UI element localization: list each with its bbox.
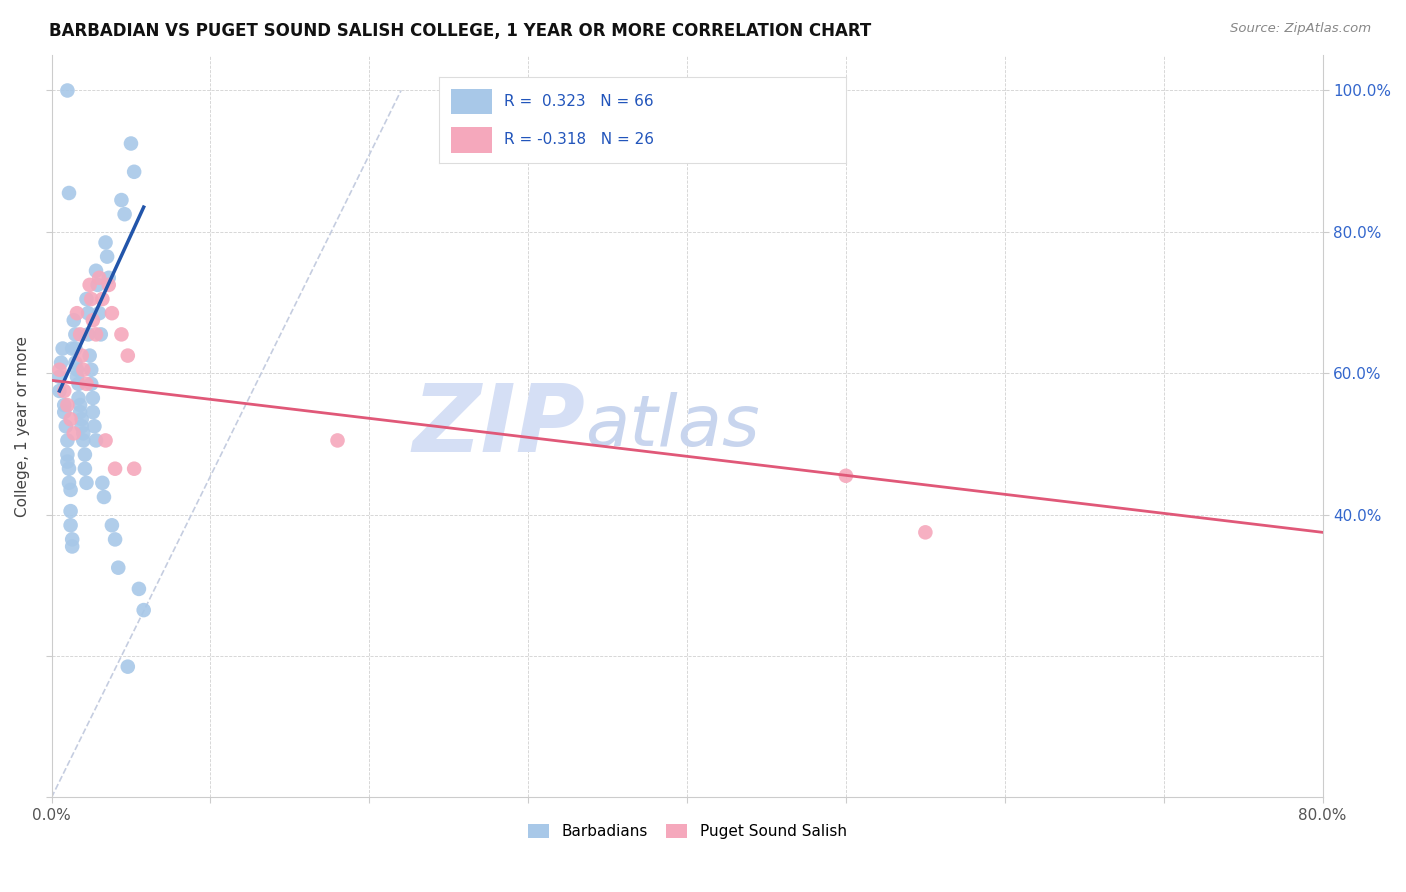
Point (67, 391, 90, 405)
Point (82, 405, 104, 419)
Point (94, 434, 117, 448)
Point (77, 327, 100, 342)
Text: atlas: atlas (585, 392, 761, 461)
Point (59, 518, 82, 533)
Point (70, 419, 93, 434)
Point (76, 376, 98, 391)
Point (120, 136, 142, 151)
Point (73, 461, 96, 475)
Point (89, 270, 111, 285)
Point (83, 419, 105, 434)
Point (48, 384, 70, 398)
Point (53, 398, 76, 412)
Point (56, 83, 79, 97)
Point (77, 306, 100, 320)
Point (65, 342, 87, 356)
Point (122, 165, 145, 179)
Point (101, 306, 124, 320)
Point (104, 533, 127, 547)
Point (59, 483, 82, 497)
Point (91, 475, 114, 490)
Point (70, 349, 93, 363)
Point (52, 342, 75, 356)
Point (62, 313, 84, 327)
Point (69, 405, 91, 419)
Point (82, 313, 104, 327)
Point (94, 235, 117, 250)
Point (110, 193, 132, 207)
Point (110, 327, 132, 342)
Text: BARBADIAN VS PUGET SOUND SALISH COLLEGE, 1 YEAR OR MORE CORRELATION CHART: BARBADIAN VS PUGET SOUND SALISH COLLEGE,… (49, 22, 872, 40)
Point (72, 426, 94, 441)
Point (65, 356, 87, 370)
Point (84, 327, 107, 342)
Point (86, 277, 108, 292)
Point (56, 434, 79, 448)
Point (67, 376, 90, 391)
Point (914, 525, 936, 540)
Point (55, 419, 77, 434)
Point (91, 292, 114, 306)
Point (72, 363, 94, 377)
Point (84, 264, 107, 278)
Point (58, 186, 80, 200)
Point (69, 327, 91, 342)
Point (56, 455, 79, 469)
Text: Source: ZipAtlas.com: Source: ZipAtlas.com (1230, 22, 1371, 36)
Point (326, 434, 349, 448)
Point (97, 277, 120, 292)
Point (114, 207, 136, 221)
Y-axis label: College, 1 year or more: College, 1 year or more (15, 335, 30, 516)
Point (59, 504, 82, 518)
Point (56, 398, 79, 412)
Point (73, 448, 96, 462)
Point (58, 475, 80, 490)
Point (48, 363, 70, 377)
Legend: Barbadians, Puget Sound Salish: Barbadians, Puget Sound Salish (522, 818, 852, 846)
Point (96, 250, 118, 264)
Point (69, 398, 91, 412)
Point (53, 384, 76, 398)
Point (82, 391, 104, 405)
Point (79, 277, 101, 292)
Point (101, 518, 124, 533)
Point (66, 306, 89, 320)
Point (53, 405, 76, 419)
Point (104, 461, 127, 475)
Point (62, 426, 84, 441)
Point (107, 560, 129, 574)
Point (49, 356, 72, 370)
Point (122, 461, 145, 475)
Point (60, 342, 83, 356)
Point (60, 533, 83, 547)
Point (59, 412, 82, 426)
Point (66, 363, 89, 377)
Point (835, 468, 858, 483)
Point (132, 603, 155, 617)
Point (97, 270, 120, 285)
Point (90, 327, 112, 342)
Point (80, 292, 103, 306)
Point (76, 292, 98, 306)
Text: ZIP: ZIP (412, 380, 585, 472)
Point (80, 376, 103, 391)
Point (66, 369, 89, 384)
Point (93, 490, 115, 504)
Point (58, 461, 80, 475)
Point (117, 659, 139, 673)
Point (48, 369, 70, 384)
Point (56, 448, 79, 462)
Point (117, 349, 139, 363)
Point (80, 363, 103, 377)
Point (84, 434, 107, 448)
Point (79, 349, 101, 363)
Point (65, 327, 87, 342)
Point (72, 434, 94, 448)
Point (60, 540, 83, 554)
Point (89, 306, 111, 320)
Point (70, 412, 93, 426)
Point (128, 582, 150, 596)
Point (76, 475, 98, 490)
